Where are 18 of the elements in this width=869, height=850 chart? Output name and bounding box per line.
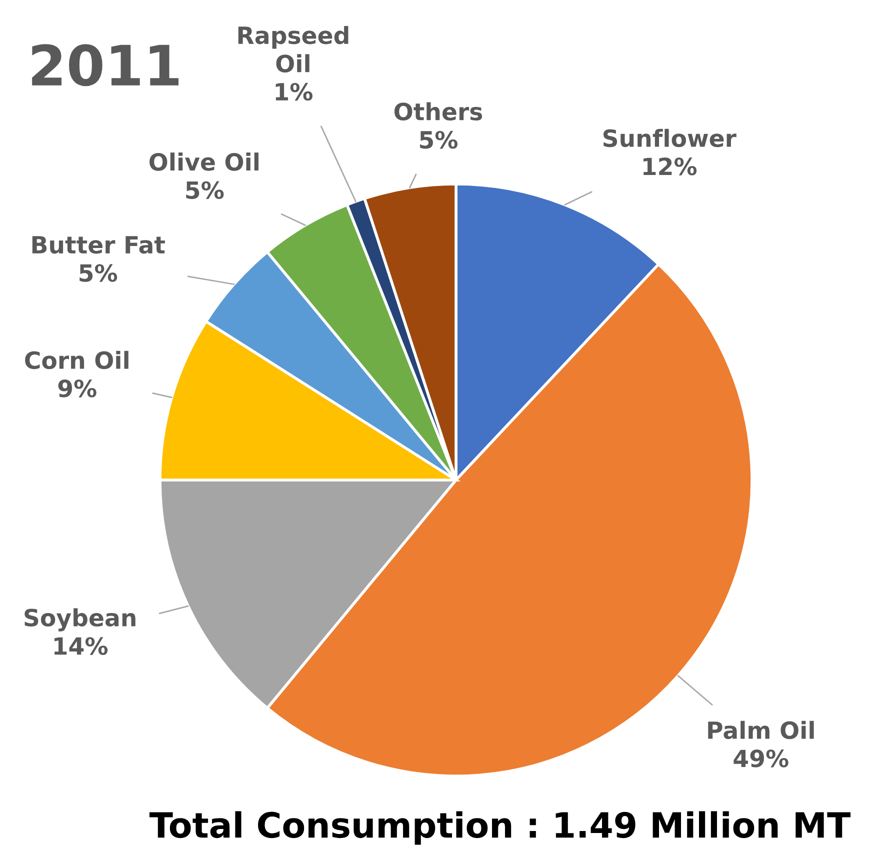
data-label: 5% — [420, 130, 458, 149]
data-label: 5% — [80, 264, 118, 282]
slice-label: Sunflower — [603, 128, 736, 148]
slice-label: Butter Fat — [32, 236, 165, 254]
data-label: 12% — [644, 158, 697, 176]
data-label: 49% — [734, 750, 788, 768]
slice-label: Olive Oil — [150, 152, 258, 171]
data-label: 5% — [186, 181, 224, 200]
data-label: 14% — [54, 637, 108, 655]
slice-label: Palm Oil — [708, 720, 814, 740]
slice-label: Rapseed Oil — [238, 26, 348, 72]
slice-label: Corn Oil — [25, 350, 128, 370]
slice-label: Soybean — [24, 608, 136, 632]
data-label: 1% — [276, 82, 312, 101]
data-label: 9% — [58, 380, 96, 398]
slice-label: Others — [394, 102, 482, 120]
text: Total Consumption : 1.49 Million MT — [149, 811, 851, 845]
chart-title: 2011 — [32, 44, 178, 86]
